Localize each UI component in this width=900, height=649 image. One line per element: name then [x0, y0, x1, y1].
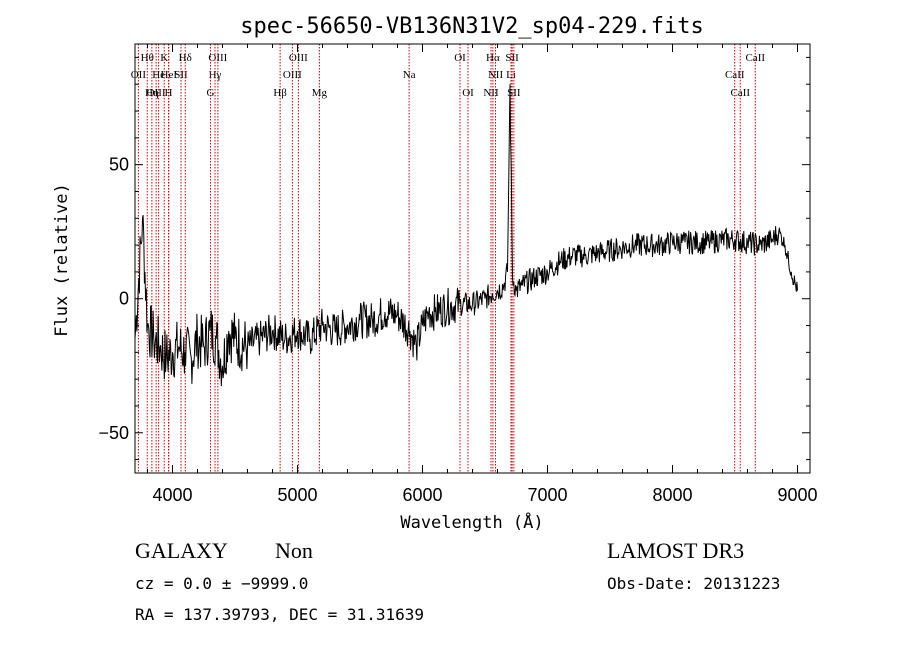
x-tick-label-4000: 4000	[152, 485, 192, 505]
x-tick-label-9000: 9000	[777, 485, 817, 505]
line-marker-label-25: SII	[507, 87, 521, 99]
line-marker-label-23: NII	[483, 87, 499, 99]
object-subclass: Non	[275, 538, 313, 563]
line-marker-label-13: Hβ	[273, 87, 287, 99]
line-marker-label-24: Li	[506, 69, 516, 81]
x-axis: 4000 5000 6000 7000 8000 9000	[147, 44, 818, 505]
x-axis-label: Wavelength (Å)	[400, 511, 543, 533]
plot-frame	[134, 43, 811, 474]
y-tick-label-0: 0	[119, 289, 129, 309]
x-tick-label-8000: 8000	[652, 485, 692, 505]
line-marker-label-17: Na	[403, 69, 416, 81]
x-tick-label-5000: 5000	[277, 485, 317, 505]
line-marker-label-9: Hδ	[179, 52, 192, 64]
line-marker-label-19: OI	[462, 87, 474, 99]
line-marker-group: HθOIIOIIIHeHηKHeIHSIIHδOIIIHγGHβOIIIOIII…	[131, 44, 765, 473]
line-marker-label-27: CaII	[725, 69, 745, 81]
redshift-text: cz = 0.0 ± −9999.0	[135, 574, 308, 593]
chart-title: spec-56650-VB136N31V2_sp04-229.fits	[240, 14, 704, 39]
line-marker-label-18: OI	[454, 52, 466, 64]
y-axis: −50 0 50	[98, 56, 810, 461]
line-marker-label-0: Hθ	[141, 52, 154, 64]
line-marker-label-26: CaII	[745, 52, 765, 64]
line-marker-label-10: OIII	[208, 52, 227, 64]
line-marker-label-22: NII	[488, 69, 504, 81]
line-marker-label-5: K	[160, 52, 168, 64]
line-marker-label-12: G	[207, 87, 215, 99]
y-tick-label-50: 50	[109, 155, 129, 175]
y-axis-label: Flux (relative)	[52, 183, 72, 337]
object-class: GALAXY	[135, 538, 228, 563]
spectrum-series	[134, 84, 798, 387]
line-marker-label-7: H	[165, 87, 173, 99]
line-marker-label-21: SII	[505, 52, 519, 64]
line-marker-label-4: Hη	[145, 87, 159, 99]
x-tick-label-6000: 6000	[402, 485, 442, 505]
observation-date: Obs-Date: 20131223	[607, 574, 780, 593]
line-marker-label-20: Hα	[486, 52, 500, 64]
line-marker-label-8: SII	[174, 69, 188, 81]
line-marker-label-15: OIII	[283, 69, 302, 81]
line-marker-label-11: Hγ	[209, 69, 222, 81]
line-marker-label-1: OII	[131, 69, 147, 81]
y-tick-label--50: −50	[98, 423, 129, 443]
line-marker-label-3: He	[152, 69, 165, 81]
coordinates-text: RA = 137.39793, DEC = 31.31639	[135, 605, 424, 624]
line-marker-label-16: Mg	[312, 87, 328, 99]
spectrum-line	[134, 84, 798, 387]
line-marker-label-14: OIII	[289, 52, 308, 64]
line-marker-label-28: CaII	[730, 87, 750, 99]
survey-name: LAMOST DR3	[607, 538, 744, 563]
x-tick-label-7000: 7000	[527, 485, 567, 505]
